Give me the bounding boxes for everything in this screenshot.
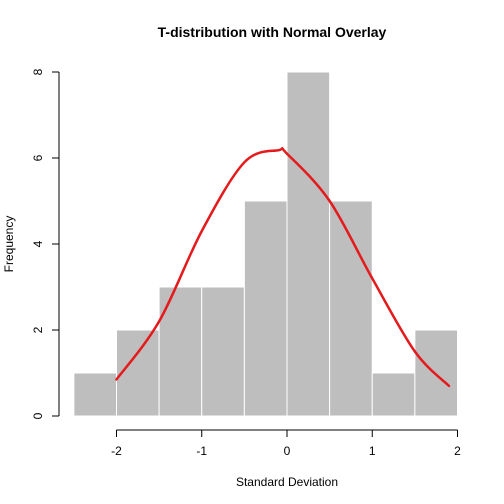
histogram-bar-8: [371, 372, 416, 417]
histogram-bar-4: [201, 286, 245, 417]
y-tick-label: 0: [31, 412, 45, 419]
chart-title: T-distribution with Normal Overlay: [158, 24, 387, 40]
histogram-bar-6: [286, 71, 331, 417]
x-tick-label: 1: [369, 444, 376, 458]
normal-overlay-curve: [115, 147, 451, 388]
histogram-bar-2: [116, 329, 160, 417]
y-tick-label: 6: [31, 154, 45, 161]
y-tick-label: 2: [31, 326, 45, 333]
x-axis-title: Standard Deviation: [236, 475, 338, 489]
y-axis: 0 2 4 6 8: [31, 68, 60, 419]
histogram-bar-3: [158, 286, 203, 417]
x-axis: -2 -1 0 1 2: [111, 429, 461, 458]
histogram-bar-1: [73, 372, 117, 417]
bars-group: [73, 71, 458, 417]
histogram-bar-5: [243, 200, 288, 417]
y-axis-title: Frequency: [2, 216, 16, 273]
y-tick-label: 8: [31, 68, 45, 75]
x-tick-label: -2: [111, 444, 122, 458]
x-tick-label: -1: [196, 444, 207, 458]
histogram-bar-7: [329, 200, 373, 417]
x-tick-label: 2: [454, 444, 461, 458]
x-tick-label: 0: [284, 444, 291, 458]
y-tick-label: 4: [31, 240, 45, 247]
